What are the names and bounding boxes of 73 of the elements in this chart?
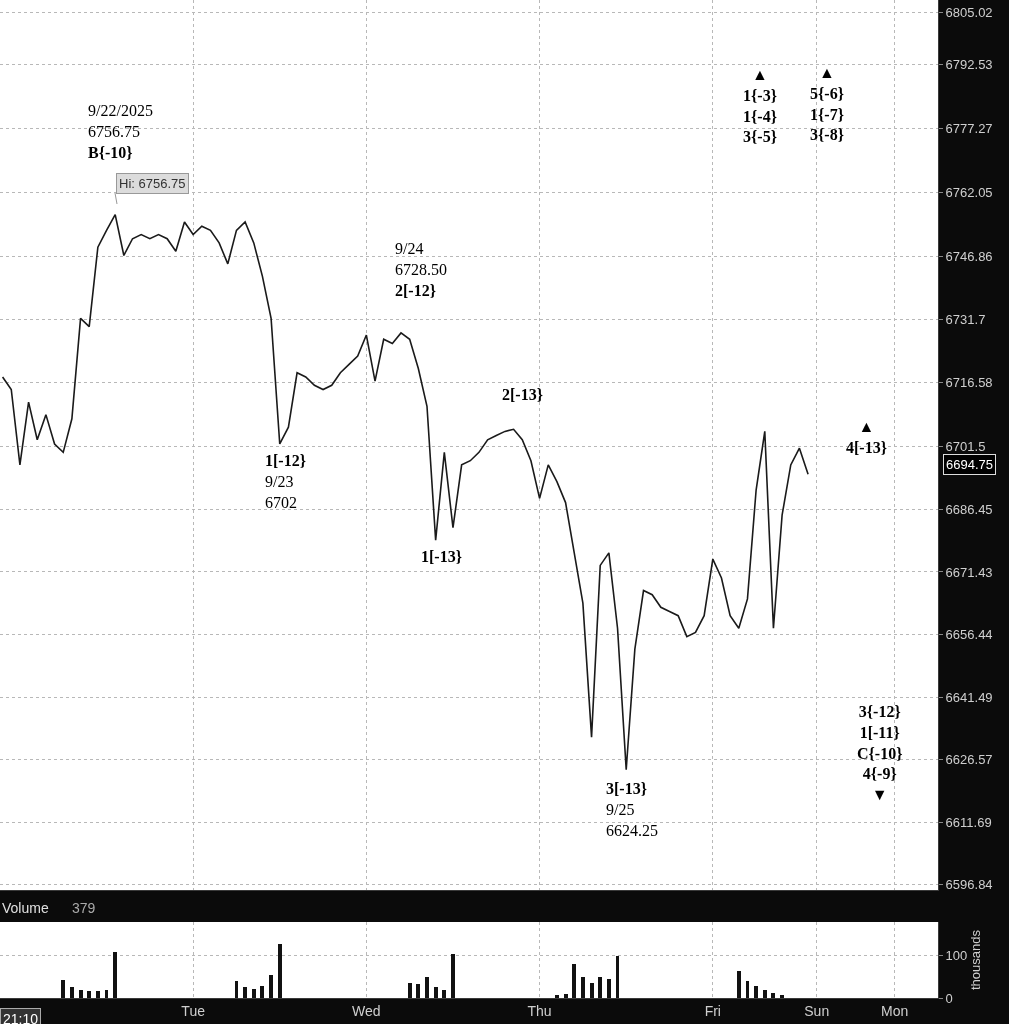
annotation: 1[-12} 9/23 6702 — [265, 452, 306, 511]
bar — [590, 983, 594, 998]
bar — [598, 977, 602, 998]
annotation: 9/24 6728.50 2[-12} — [395, 240, 447, 299]
bar — [763, 990, 767, 998]
text: 379 — [72, 900, 96, 916]
bar — [252, 989, 256, 998]
bar — [113, 952, 117, 998]
bar — [416, 984, 420, 998]
annotation: 3{-12} 1[-11} C{-10} 4{-9} ▼ — [857, 703, 903, 804]
bar — [79, 990, 83, 998]
annotation: ▲ 5{-6} 1{-7} 3{-8} — [810, 64, 844, 144]
x-tick-label: Mon — [881, 1002, 909, 1019]
x-tick-label: Sun — [804, 1002, 830, 1019]
bar — [235, 981, 238, 998]
bar — [581, 977, 585, 998]
y-tick-label: 6626.57 — [945, 752, 993, 768]
annotation: ▲ 4[-13} — [846, 418, 887, 456]
bar — [771, 993, 775, 998]
y-tick-label: 6792.53 — [945, 57, 993, 73]
bar — [607, 979, 611, 998]
y-tick-label: 6701.5 — [945, 438, 986, 454]
text: 21:10 — [3, 1011, 39, 1024]
bar — [746, 981, 749, 998]
bar — [243, 987, 247, 998]
bar — [451, 954, 455, 998]
x-tick-label: Thu — [527, 1002, 552, 1019]
bar — [564, 994, 568, 998]
bar — [70, 987, 74, 998]
text: Volume — [2, 900, 49, 916]
y-tick-label: 6777.27 — [945, 121, 993, 137]
y-axis-title: thousands — [967, 929, 983, 990]
text: 6694.75 — [946, 457, 993, 472]
bar — [442, 990, 446, 998]
annotation: ▲ 1{-3} 1{-4} 3{-5} — [743, 66, 777, 146]
bar — [269, 975, 273, 998]
x-tick-label: Tue — [181, 1002, 206, 1019]
bar — [780, 995, 784, 998]
annotation: 9/22/2025 6756.75 B{-10} — [88, 102, 153, 161]
y-tick-label: 6641.49 — [945, 689, 993, 705]
annotation: 1[-13} — [421, 548, 462, 565]
bar — [61, 980, 65, 998]
bar — [105, 990, 108, 998]
bar — [278, 944, 282, 998]
bar — [737, 971, 741, 998]
bar — [572, 964, 576, 998]
bar — [87, 991, 91, 998]
y-tick-label: 6656.44 — [945, 627, 993, 643]
bar — [434, 987, 438, 998]
bar — [425, 977, 429, 998]
bar — [555, 995, 559, 998]
bar — [616, 956, 619, 998]
y-tick-label: 100 — [945, 948, 968, 964]
y-tick-label: 6746.86 — [945, 248, 993, 264]
x-tick-label: Fri — [704, 1002, 721, 1019]
y-tick-label: 6611.69 — [945, 814, 992, 830]
y-tick-label: 6716.58 — [945, 375, 993, 391]
y-tick-label: 6805.02 — [945, 5, 993, 21]
annotation: 3[-13} 9/25 6624.25 — [606, 780, 658, 839]
bar — [260, 986, 264, 998]
bar — [96, 991, 100, 998]
line-series — [1, 213, 809, 771]
y-tick-label: 6671.43 — [945, 564, 993, 580]
y-tick-label: 6686.45 — [945, 501, 993, 517]
bar — [754, 986, 758, 998]
y-tick-label: 0 — [945, 990, 953, 1006]
y-tick-label: 6762.05 — [945, 185, 993, 200]
annotation: 2[-13} — [502, 386, 543, 403]
x-tick-label: Wed — [352, 1002, 381, 1019]
bar — [408, 983, 412, 998]
y-tick-label: 6731.7 — [945, 312, 986, 328]
annotation: Hi: 6756.75 — [119, 176, 186, 191]
y-tick-label: 6596.84 — [945, 876, 993, 892]
